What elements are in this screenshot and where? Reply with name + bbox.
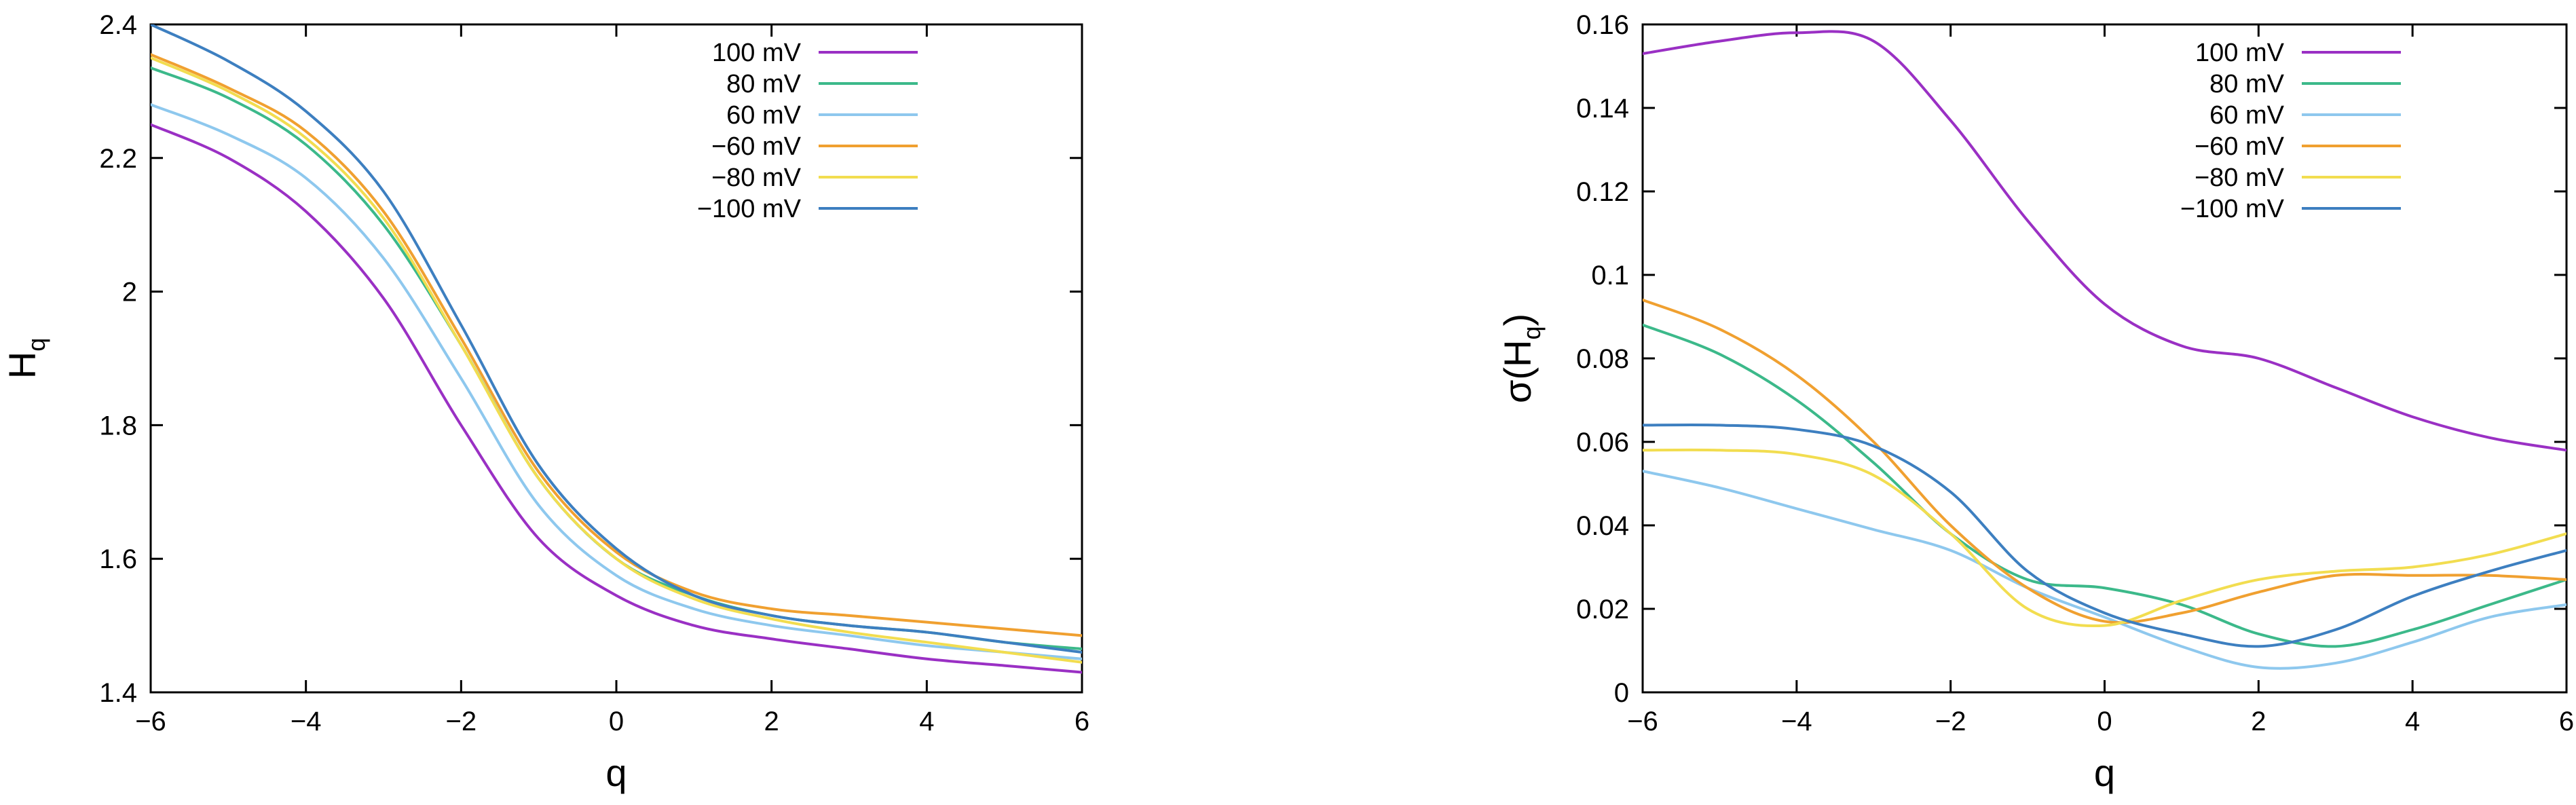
x-axis-title: q bbox=[605, 751, 627, 794]
x-axis-title: q bbox=[2094, 751, 2115, 794]
series-line-1 bbox=[1643, 30, 2566, 452]
series-group bbox=[1643, 30, 2566, 670]
x-tick-label: 6 bbox=[2559, 707, 2574, 736]
series-line-3 bbox=[1643, 470, 2566, 670]
series-line-2 bbox=[151, 66, 1082, 651]
legend-label: 100 mV bbox=[2195, 39, 2285, 67]
y-tick-label: 0.12 bbox=[1576, 177, 1629, 207]
legend-label: −60 mV bbox=[711, 132, 802, 161]
x-tick-label: 0 bbox=[609, 707, 624, 736]
legend: 100 mV 80 mV 60 mV−60 mV −80 mV −100 mV bbox=[2180, 39, 2401, 223]
legend-label: −100 mV bbox=[2180, 195, 2285, 223]
y-tick-label: 1.6 bbox=[99, 544, 137, 574]
legend: 100 mV 80 mV 60 mV−60 mV −80 mV −100 mV bbox=[697, 39, 918, 223]
series-line-2 bbox=[1643, 323, 2566, 648]
y-axis-title: Hq bbox=[1, 338, 50, 379]
x-tick-label: 2 bbox=[2251, 707, 2266, 736]
y-tick-label: 0.06 bbox=[1576, 428, 1629, 457]
legend-label: −60 mV bbox=[2195, 132, 2285, 161]
x-tick-label: −2 bbox=[1935, 707, 1966, 736]
x-tick-label: 6 bbox=[1075, 707, 1089, 736]
x-tick-label: −6 bbox=[1627, 707, 1658, 736]
x-tick-label: −4 bbox=[291, 707, 322, 736]
series-line-6 bbox=[1643, 423, 2566, 648]
series-line-6 bbox=[151, 24, 1082, 654]
series-group bbox=[151, 24, 1082, 674]
series-line-4 bbox=[1643, 298, 2566, 624]
chart-1: −6 −4 −2 0 2 4 6 1.4 1.6 1.8 2 2.2 2.4 q Hq 100 mV 80 mV… bbox=[1, 10, 1089, 794]
y-tick-label: 1.8 bbox=[99, 411, 137, 441]
legend-label: −80 mV bbox=[711, 164, 802, 192]
x-tick-label: 0 bbox=[2097, 707, 2112, 736]
x-tick-label: −2 bbox=[446, 707, 477, 736]
chart-2: −6 −4 −2 0 2 4 6 0 0.02 0.04 0.06 0.08 0.1 0.12 0.14 0.… bbox=[1496, 10, 2574, 794]
series-line-5 bbox=[1643, 448, 2566, 628]
y-tick-label: 0.02 bbox=[1576, 595, 1629, 624]
y-tick-label: 1.4 bbox=[99, 678, 137, 708]
legend-label: −80 mV bbox=[2195, 164, 2285, 192]
y-tick-label: 0.1 bbox=[1591, 261, 1629, 291]
y-tick-label: 2.4 bbox=[99, 10, 137, 40]
legend-label: 60 mV bbox=[2209, 101, 2284, 130]
x-tick-label: 4 bbox=[919, 707, 934, 736]
x-tick-label: 2 bbox=[764, 707, 779, 736]
x-tick-label: −4 bbox=[1781, 707, 1812, 736]
y-tick-label: 0.14 bbox=[1576, 94, 1629, 124]
legend-label: 100 mV bbox=[712, 39, 802, 67]
series-line-3 bbox=[151, 103, 1082, 660]
x-tick-label: 4 bbox=[2405, 707, 2420, 736]
legend-label: 60 mV bbox=[726, 101, 801, 130]
x-tick-label: −6 bbox=[135, 707, 166, 736]
y-tick-label: 2 bbox=[122, 278, 137, 307]
legend-label: 80 mV bbox=[726, 70, 801, 98]
y-tick-label: 0.04 bbox=[1576, 511, 1629, 541]
series-line-4 bbox=[151, 53, 1082, 637]
y-tick-label: 0 bbox=[1614, 678, 1629, 708]
series-line-5 bbox=[151, 56, 1082, 664]
y-tick-label: 2.2 bbox=[99, 144, 137, 174]
series-line-1 bbox=[151, 123, 1082, 674]
legend-label: −100 mV bbox=[697, 195, 802, 223]
y-tick-label: 0.16 bbox=[1576, 10, 1629, 40]
legend-label: 80 mV bbox=[2209, 70, 2284, 98]
y-tick-label: 0.08 bbox=[1576, 344, 1629, 374]
y-axis-title: σ(Hq) bbox=[1496, 314, 1546, 403]
plot-frame bbox=[149, 23, 1083, 694]
